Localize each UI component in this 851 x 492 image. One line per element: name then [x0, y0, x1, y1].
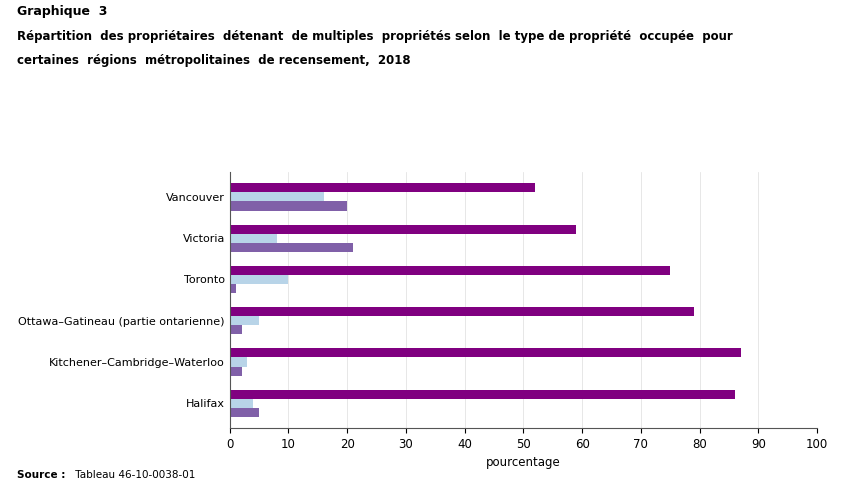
- Bar: [230, 367, 242, 375]
- Bar: [230, 307, 694, 316]
- Bar: [230, 192, 323, 202]
- Bar: [230, 202, 347, 211]
- Bar: [230, 225, 576, 234]
- Bar: [230, 243, 353, 252]
- Bar: [230, 184, 535, 192]
- Text: Tableau 46-10-0038-01: Tableau 46-10-0038-01: [72, 470, 196, 480]
- Bar: [230, 408, 259, 417]
- Text: Graphique  3: Graphique 3: [17, 5, 107, 18]
- Text: Répartition  des propriétaires  détenant  de multiples  propriétés selon  le typ: Répartition des propriétaires détenant d…: [17, 30, 733, 42]
- Legend: Maison individuelle non attenante, Appartement en copropriété, Propriétés avec p: Maison individuelle non attenante, Appar…: [224, 489, 823, 492]
- Text: Source :: Source :: [17, 470, 66, 480]
- X-axis label: pourcentage: pourcentage: [486, 456, 561, 469]
- Bar: [230, 284, 236, 293]
- Bar: [230, 348, 740, 358]
- Bar: [230, 390, 734, 399]
- Bar: [230, 266, 670, 275]
- Bar: [230, 399, 254, 408]
- Bar: [230, 234, 277, 243]
- Bar: [230, 275, 288, 284]
- Bar: [230, 325, 242, 335]
- Bar: [230, 316, 259, 325]
- Bar: [230, 358, 248, 367]
- Text: certaines  régions  métropolitaines  de recensement,  2018: certaines régions métropolitaines de rec…: [17, 54, 411, 67]
